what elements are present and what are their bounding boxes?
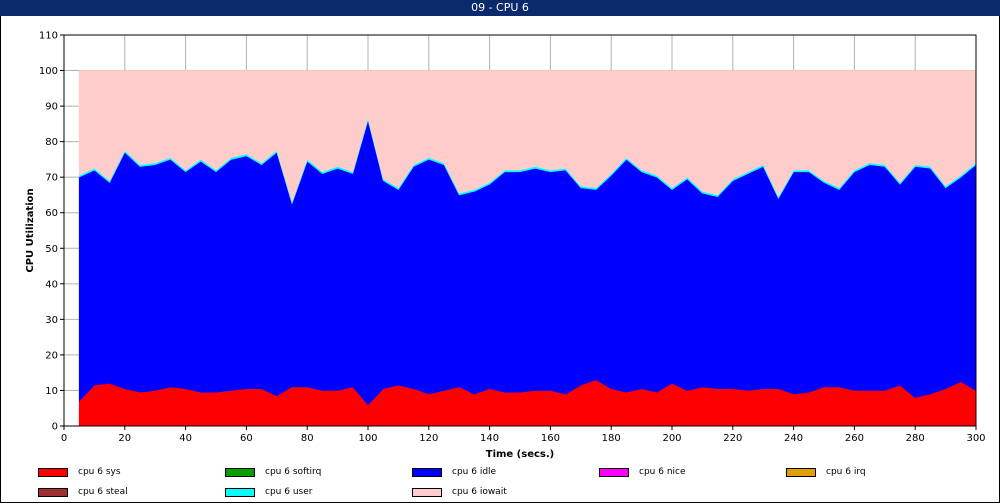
legend-swatch: [412, 487, 442, 497]
legend-item: cpu 6 sys: [38, 465, 121, 479]
y-tick-label: 70: [45, 173, 58, 184]
y-tick-label: 80: [45, 137, 58, 148]
plot-border: [63, 34, 977, 427]
legend-item: cpu 6 nice: [599, 465, 686, 479]
y-tick-label: 40: [45, 279, 58, 290]
x-tick-label: 20: [118, 433, 131, 444]
legend-swatch: [225, 487, 255, 497]
legend-swatch: [599, 467, 629, 477]
y-tick-label: 0: [52, 422, 58, 433]
x-tick-label: 300: [966, 433, 985, 444]
legend-item: cpu 6 steal: [38, 485, 128, 499]
legend-swatch: [412, 467, 442, 477]
x-tick-label: 100: [358, 433, 377, 444]
x-tick-label: 120: [419, 433, 438, 444]
y-tick-label: 110: [39, 31, 58, 42]
legend-label: cpu 6 iowait: [452, 487, 507, 497]
x-tick-label: 40: [179, 433, 192, 444]
y-tick-label: 100: [39, 66, 58, 77]
x-tick-label: 220: [723, 433, 742, 444]
x-tick-label: 0: [61, 433, 67, 444]
x-tick-label: 80: [301, 433, 314, 444]
x-tick-label: 180: [602, 433, 621, 444]
x-tick-label: 240: [784, 433, 803, 444]
legend-item: cpu 6 irq: [786, 465, 866, 479]
legend-label: cpu 6 idle: [452, 467, 497, 477]
x-tick-label: 160: [541, 433, 560, 444]
legend-label: cpu 6 user: [265, 487, 313, 497]
legend-swatch: [225, 467, 255, 477]
x-tick-label: 60: [240, 433, 253, 444]
x-tick-label: 140: [480, 433, 499, 444]
y-tick-label: 60: [45, 208, 58, 219]
legend-item: cpu 6 softirq: [225, 465, 321, 479]
x-tick-label: 200: [662, 433, 681, 444]
y-tick-label: 30: [45, 315, 58, 326]
legend-label: cpu 6 irq: [826, 467, 866, 477]
y-tick-label: 20: [45, 350, 58, 361]
legend-label: cpu 6 nice: [639, 467, 686, 477]
y-tick-label: 10: [45, 386, 58, 397]
y-tick-label: 90: [45, 102, 58, 113]
y-axis-title: CPU Utilization: [25, 188, 36, 272]
legend-label: cpu 6 steal: [78, 487, 128, 497]
legend-item: cpu 6 iowait: [412, 485, 507, 499]
legend: cpu 6 sys cpu 6 softirq cpu 6 idle cpu 6 ni…: [0, 462, 1000, 502]
legend-label: cpu 6 softirq: [265, 467, 322, 477]
legend-item: cpu 6 idle: [412, 465, 496, 479]
legend-swatch: [38, 487, 68, 497]
legend-swatch: [786, 467, 816, 477]
x-axis-title: Time (secs.): [486, 449, 555, 460]
legend-swatch: [38, 467, 68, 477]
chart-title: 09 - CPU 6: [0, 0, 1000, 16]
legend-label: cpu 6 sys: [78, 467, 121, 477]
y-tick-label: 50: [45, 244, 58, 255]
x-tick-label: 260: [845, 433, 864, 444]
legend-item: cpu 6 user: [225, 485, 312, 499]
x-tick-label: 280: [906, 433, 925, 444]
